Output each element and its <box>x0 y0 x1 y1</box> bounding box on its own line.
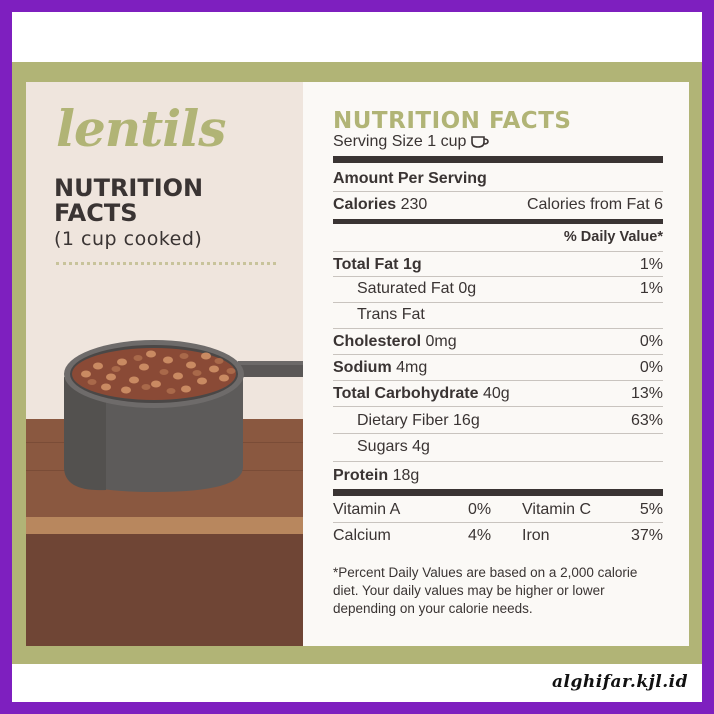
vitamin-value: 5% <box>639 501 663 518</box>
amount-per-serving-row: Amount Per Serving <box>333 170 663 188</box>
vitamin-value: 0% <box>468 501 492 518</box>
vitamin-label: Vitamin C <box>522 501 592 518</box>
nutrient-label: Cholesterol <box>333 333 422 350</box>
divider <box>333 461 663 462</box>
nutrient-amount: 1g <box>402 256 422 273</box>
nutrient-row-dietary-fiber: Dietary Fiber 16g 63% <box>333 412 663 430</box>
calories-label: Calories <box>333 196 397 213</box>
calories-row: Calories 230 Calories from Fat 6 <box>333 196 663 214</box>
divider <box>333 433 663 434</box>
nutrient-row-trans-fat: Trans Fat <box>333 306 663 324</box>
dotted-divider <box>56 262 276 265</box>
nutrient-row-total-fat: Total Fat 1g 1% <box>333 256 663 274</box>
vitamin-label: Vitamin A <box>333 501 401 518</box>
divider <box>333 406 663 407</box>
nutrient-dv: 1% <box>639 256 663 273</box>
amount-per-serving: Amount Per Serving <box>333 170 487 187</box>
calories-from-fat: Calories from Fat 6 <box>526 196 663 213</box>
watermark: alghifar.kjl.id <box>552 672 688 692</box>
lentil-pot-icon <box>64 340 303 492</box>
vitamin-value: 37% <box>630 527 663 544</box>
nutrient-amount: 4g <box>412 438 430 455</box>
panel-title: NUTRITION FACTS <box>333 108 572 134</box>
nutrient-amount: 0g <box>458 280 477 297</box>
nutrition-panel: NUTRITION FACTS Serving Size 1 cup Amoun… <box>303 82 689 646</box>
nutrient-row-cholesterol: Cholesterol 0mg 0% <box>333 333 663 351</box>
nutrient-label: Protein <box>333 467 389 484</box>
calories-value: 230 <box>400 196 428 213</box>
nutrient-amount: 0mg <box>425 333 457 350</box>
nutrient-dv: 13% <box>630 385 663 402</box>
left-heading: NUTRITION FACTS <box>54 176 203 226</box>
calories: Calories 230 <box>333 196 427 214</box>
divider-thick <box>333 219 663 224</box>
nutrient-label: Sodium <box>333 359 392 376</box>
daily-value-header: % Daily Value* <box>563 229 663 245</box>
cup-icon <box>471 136 490 148</box>
nutrient-dv: 0% <box>639 333 663 350</box>
nutrient-label: Sugars <box>357 438 408 455</box>
divider <box>333 191 663 192</box>
nutrient-row-total-carbohydrate: Total Carbohydrate 40g 13% <box>333 385 663 403</box>
divider <box>333 251 663 252</box>
nutrient-label: Dietary Fiber <box>357 412 449 429</box>
divider <box>333 276 663 277</box>
vitamin-value: 4% <box>468 527 492 544</box>
nutrient-row-sodium: Sodium 4mg 0% <box>333 359 663 377</box>
nutrient-amount: 16g <box>453 412 480 429</box>
left-subheading: (1 cup cooked) <box>54 228 203 250</box>
divider <box>333 302 663 303</box>
serving-size: Serving Size 1 cup <box>333 133 490 151</box>
left-heading-line1: NUTRITION <box>54 174 204 202</box>
divider <box>333 354 663 355</box>
vitamin-label: Iron <box>522 527 550 544</box>
divider-thick <box>333 489 663 496</box>
nutrient-label: Saturated Fat <box>357 280 454 297</box>
table-front <box>26 534 303 646</box>
nutrient-dv: 63% <box>630 412 663 429</box>
nutrient-label: Total Carbohydrate <box>333 385 479 402</box>
daily-value-header-row: % Daily Value* <box>333 229 663 245</box>
divider-thick <box>333 156 663 163</box>
nutrient-row-protein: Protein 18g <box>333 467 663 485</box>
lentils-fill <box>72 348 236 400</box>
left-heading-line2: FACTS <box>54 199 138 227</box>
divider <box>333 328 663 329</box>
divider <box>333 522 663 523</box>
divider <box>333 380 663 381</box>
nutrient-amount: 4mg <box>396 359 428 376</box>
nutrient-dv: 0% <box>639 359 663 376</box>
nutrient-amount: 18g <box>392 467 420 484</box>
vitamin-label: Calcium <box>333 527 391 544</box>
nutrient-label: Total Fat <box>333 256 399 273</box>
nutrient-dv: 1% <box>639 280 663 297</box>
illustration-panel: lentils NUTRITION FACTS (1 cup cooked) <box>26 82 303 646</box>
brand-title: lentils <box>56 99 226 158</box>
nutrient-label: Trans Fat <box>357 306 425 323</box>
nutrient-amount: 40g <box>482 385 510 402</box>
serving-size-text: Serving Size 1 cup <box>333 133 467 150</box>
nutrient-row-sugars: Sugars 4g <box>333 438 663 456</box>
footnote: *Percent Daily Values are based on a 2,0… <box>333 565 638 616</box>
nutrient-row-saturated-fat: Saturated Fat 0g 1% <box>333 280 663 298</box>
table-edge <box>26 517 303 534</box>
